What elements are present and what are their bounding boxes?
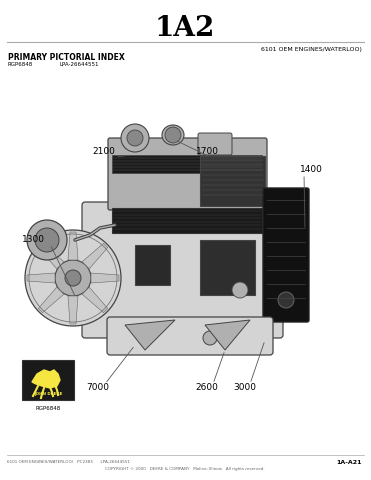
- Text: 7000: 7000: [86, 384, 109, 393]
- FancyBboxPatch shape: [200, 240, 255, 295]
- FancyBboxPatch shape: [107, 317, 273, 355]
- Text: RGP6848: RGP6848: [35, 406, 60, 410]
- Circle shape: [55, 260, 91, 296]
- Circle shape: [27, 220, 67, 260]
- FancyBboxPatch shape: [200, 156, 265, 206]
- Text: 1A-A21: 1A-A21: [336, 459, 362, 465]
- Polygon shape: [82, 243, 108, 269]
- Text: COPYRIGHT © 2000   DEERE & COMPANY   Moline, Illinois   All rights reserved.: COPYRIGHT © 2000 DEERE & COMPANY Moline,…: [105, 467, 265, 471]
- Text: PRIMARY PICTORIAL INDEX: PRIMARY PICTORIAL INDEX: [8, 52, 125, 61]
- Circle shape: [165, 127, 181, 143]
- Circle shape: [25, 230, 121, 326]
- FancyBboxPatch shape: [263, 188, 309, 322]
- Polygon shape: [68, 232, 78, 260]
- Text: 6101 OEM ENGINES/WATERLOO): 6101 OEM ENGINES/WATERLOO): [261, 48, 362, 52]
- Polygon shape: [91, 273, 119, 283]
- FancyBboxPatch shape: [112, 208, 262, 233]
- Text: 1300: 1300: [22, 236, 45, 244]
- Circle shape: [127, 130, 143, 146]
- Text: 2100: 2100: [92, 147, 115, 156]
- Ellipse shape: [162, 125, 184, 145]
- Circle shape: [35, 228, 59, 252]
- Polygon shape: [38, 287, 64, 312]
- Text: 6101 OEM ENGINES/WATERLOO)   PC2385      LPA-26644551: 6101 OEM ENGINES/WATERLOO) PC2385 LPA-26…: [7, 460, 130, 464]
- FancyBboxPatch shape: [22, 360, 74, 400]
- Text: 1700: 1700: [196, 147, 219, 156]
- Circle shape: [278, 292, 294, 308]
- Text: 2600: 2600: [196, 384, 219, 393]
- Polygon shape: [32, 370, 60, 388]
- Polygon shape: [68, 296, 78, 324]
- Polygon shape: [38, 243, 64, 269]
- FancyBboxPatch shape: [112, 155, 262, 173]
- Polygon shape: [82, 287, 108, 312]
- Text: 1A2: 1A2: [155, 14, 215, 41]
- Polygon shape: [125, 320, 175, 350]
- FancyBboxPatch shape: [82, 202, 283, 338]
- Circle shape: [232, 282, 248, 298]
- Text: RGP6848: RGP6848: [8, 62, 33, 68]
- FancyBboxPatch shape: [198, 133, 232, 155]
- Circle shape: [65, 270, 81, 286]
- Circle shape: [203, 331, 217, 345]
- FancyBboxPatch shape: [135, 245, 170, 285]
- Text: 3000: 3000: [233, 384, 256, 393]
- Polygon shape: [205, 320, 250, 350]
- FancyBboxPatch shape: [108, 138, 267, 210]
- Polygon shape: [27, 273, 55, 283]
- Text: 1400: 1400: [300, 166, 323, 175]
- Text: LPA-26644551: LPA-26644551: [60, 62, 99, 68]
- Circle shape: [121, 124, 149, 152]
- Text: JOHN DEERE: JOHN DEERE: [34, 392, 62, 396]
